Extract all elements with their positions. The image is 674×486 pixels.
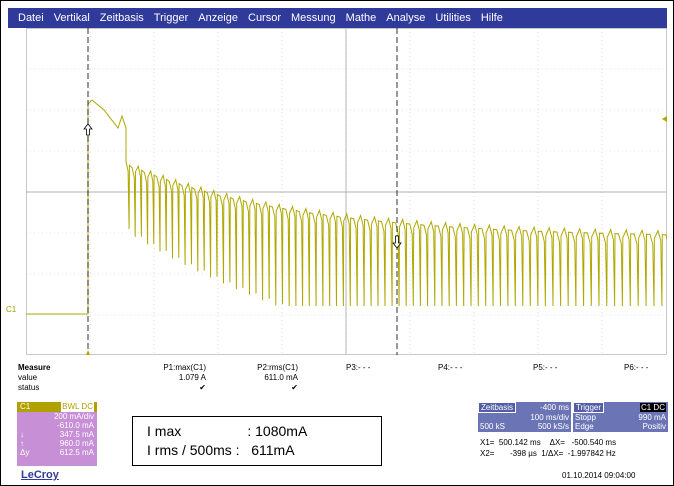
menu-zeitbasis[interactable]: Zeitbasis (99, 12, 144, 24)
measure-table: Measure value status P1:max(C1) 1.079 A … (18, 363, 668, 403)
measure-labels: Measure value status (18, 363, 50, 393)
p1-status-icon: ✔ (199, 383, 206, 392)
trigger-level: 990 mA (638, 413, 666, 422)
cursor-x1-readout: X1= 500.142 ms ΔX= -500.540 ms (480, 438, 617, 447)
measure-p4[interactable]: P4:- - - (438, 363, 463, 372)
menu-cursor[interactable]: Cursor (248, 12, 282, 24)
measure-header: Measure (18, 363, 51, 372)
grid-border (26, 28, 667, 355)
cursor-readout: X1= 500.142 ms ΔX= -500.540 ms X2= -398 … (480, 437, 670, 459)
c1-row: 200 mA/div (53, 412, 94, 421)
timebase-box[interactable]: Zeitbasis -400 ms 100 ms/div 500 kS 500 … (478, 402, 571, 432)
c1-badge: BWL DC (61, 402, 94, 412)
menu-bar: Datei Vertikal Zeitbasis Trigger Anzeige… (8, 8, 667, 28)
menu-vertikal[interactable]: Vertikal (53, 12, 90, 24)
p1-value: 1.079 A (178, 373, 206, 382)
measure-p3[interactable]: P3:- - - (346, 363, 371, 372)
trigger-slope: Positiv (642, 422, 666, 431)
timebase-delay: -400 ms (540, 403, 569, 412)
c1-header: C1 BWL DC (17, 402, 97, 412)
menu-analyse[interactable]: Analyse (386, 12, 426, 24)
timebase-rate: 500 kS/s (537, 422, 569, 431)
measure-value-label: value (18, 373, 38, 382)
menu-messung[interactable]: Messung (291, 12, 336, 24)
c1-row: -610.0 mA (57, 421, 94, 430)
measure-p6[interactable]: P6:- - - (624, 363, 649, 372)
note-irms: I rms / 500ms : 611mA (147, 442, 295, 458)
grid-lines (26, 28, 667, 355)
channel-c1-box[interactable]: C1 BWL DC 200 mA/div -610.0 mA ↓ 347.5 mA… (17, 402, 97, 466)
menu-hilfe[interactable]: Hilfe (480, 12, 503, 24)
cursor-x1-arrow-icon[interactable] (392, 235, 402, 249)
p2-status-icon: ✔ (291, 383, 298, 392)
datetime: 01.10.2014 09:04:00 (562, 471, 636, 480)
trigger-time-marker-icon[interactable] (86, 350, 90, 355)
measure-p1[interactable]: P1:max(C1) 1.079 A ✔ (146, 363, 206, 393)
lecroy-logo: LeCroy (21, 469, 59, 481)
measure-p2[interactable]: P2:rms(C1) 611.0 mA ✔ (238, 363, 298, 393)
menu-trigger[interactable]: Trigger (153, 12, 189, 24)
c1-row: ↑ 960.0 mA (20, 439, 94, 448)
cursor-x2-readout: X2= -398 µs 1/ΔX= -1.997842 Hz (480, 449, 616, 458)
trigger-type: Edge (575, 422, 594, 431)
menu-mathe[interactable]: Mathe (345, 12, 377, 24)
timebase-div: 100 ms/div (530, 413, 569, 422)
timebase-trigger-panel[interactable]: Zeitbasis -400 ms 100 ms/div 500 kS 500 … (478, 402, 668, 432)
trigger-mode: Stopp (575, 413, 596, 422)
p2-name: P2:rms(C1) (257, 363, 298, 372)
measure-status-label: status (18, 383, 40, 392)
trigger-box[interactable]: Trigger C1 DC Stopp 990 mA Edge Positiv (573, 402, 668, 432)
cursor-x2-arrow-icon[interactable] (83, 123, 93, 136)
c1-row: Δy 612.5 mA (20, 448, 94, 457)
timebase-samples: 500 kS (480, 422, 505, 431)
menu-utilities[interactable]: Utilities (435, 12, 471, 24)
c1-title: C1 (20, 402, 31, 411)
p2-value: 611.0 mA (264, 373, 298, 382)
waveform-display[interactable] (26, 28, 667, 355)
annotation-box: I max : 1080mA I rms / 500ms : 611mA (132, 416, 382, 466)
timebase-title: Zeitbasis (478, 402, 517, 413)
p1-name: P1:max(C1) (163, 363, 206, 372)
menu-datei[interactable]: Datei (18, 12, 44, 24)
trigger-level-marker-icon[interactable] (662, 116, 667, 122)
trigger-title: Trigger (573, 402, 605, 413)
note-imax: I max : 1080mA (147, 423, 308, 439)
trace-c1 (26, 99, 667, 315)
trigger-badge: C1 DC (639, 403, 666, 412)
menu-anzeige[interactable]: Anzeige (198, 12, 238, 24)
c1-row: ↓ 347.5 mA (20, 430, 94, 439)
measure-p5[interactable]: P5:- - - (533, 363, 558, 372)
channel-marker: C1 (6, 305, 17, 314)
